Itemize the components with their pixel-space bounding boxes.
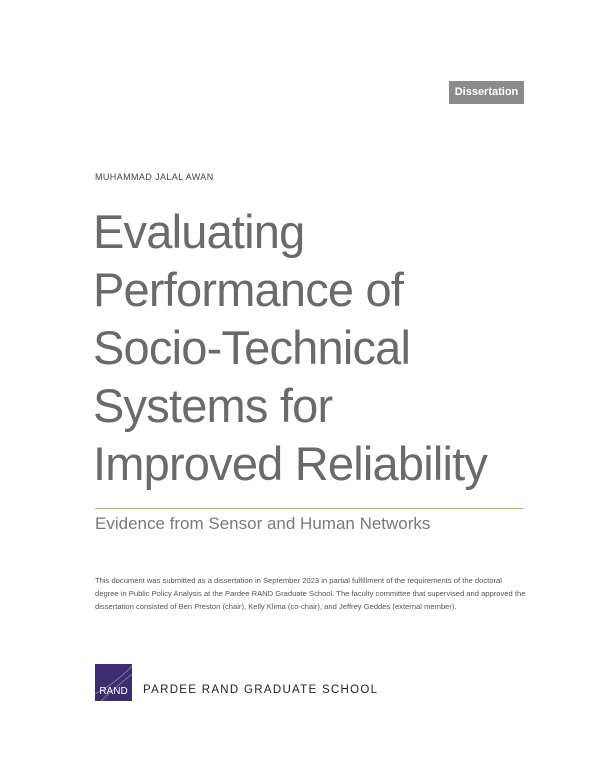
title: Evaluating Performance of Socio-Technical S…: [93, 203, 488, 493]
title-line: Improved Reliability: [93, 437, 488, 490]
author: MUHAMMAD JALAL AWAN: [95, 172, 214, 182]
badge: Dissertation: [449, 81, 524, 104]
title-line: Socio-Technical: [93, 321, 411, 374]
title-line: Evaluating: [93, 205, 305, 258]
title-line: Systems for: [93, 379, 333, 432]
logo: RAND: [95, 664, 132, 701]
note: This document was submitted as a dissert…: [95, 576, 526, 611]
divider: [95, 508, 524, 509]
title-line: Performance of: [93, 263, 404, 316]
logo-text: RAND: [99, 686, 127, 697]
subtitle: Evidence from Sensor and Human Networks: [95, 514, 431, 533]
school-name: PARDEE RAND GRADUATE SCHOOL: [143, 684, 379, 696]
